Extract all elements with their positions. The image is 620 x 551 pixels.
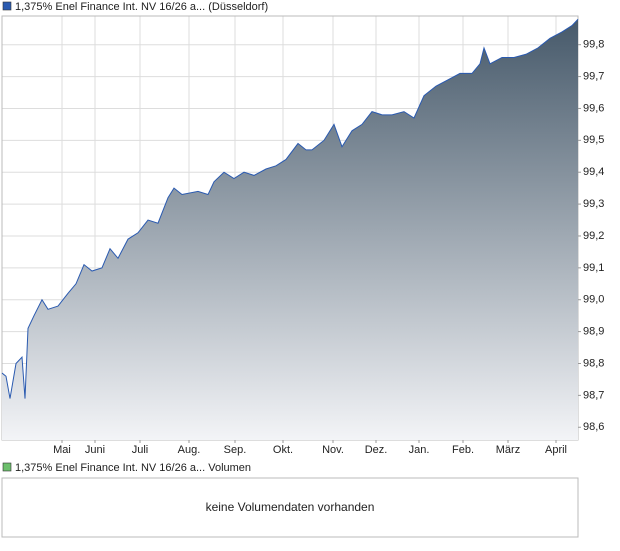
x-tick-label: März [496,444,520,456]
x-tick-label: Okt. [273,444,293,456]
area-fill [2,19,578,441]
x-tick-label: Dez. [365,444,388,456]
x-tick-label: Sep. [224,444,247,456]
y-tick-label: 98,7 [583,389,604,401]
y-tick-label: 99,7 [583,70,604,82]
x-tick-label: Juni [85,444,105,456]
y-tick-label: 99,0 [583,294,604,306]
chart-title: 1,375% Enel Finance Int. NV 16/26 a... (… [15,1,268,13]
x-tick-label: Juli [132,444,149,456]
volume-title: 1,375% Enel Finance Int. NV 16/26 a... V… [15,462,251,474]
x-tick-label: Feb. [452,444,474,456]
price-line [1,18,579,399]
y-tick-label: 99,4 [583,166,604,178]
x-tick-label: Aug. [178,444,201,456]
x-tick-label: April [545,444,567,456]
volume-frame [1,477,579,538]
y-tick-label: 99,1 [583,262,604,274]
y-tick-label: 99,5 [583,134,604,146]
y-tick-label: 98,8 [583,357,604,369]
volume-message: keine Volumendaten vorhanden [206,500,375,514]
x-tick-label: Jan. [409,444,430,456]
y-tick-label: 99,2 [583,230,604,242]
y-tick-label: 99,8 [583,39,604,51]
legend-swatch [2,1,12,11]
x-tick-label: Mai [53,444,71,456]
y-tick-label: 99,3 [583,198,604,210]
x-tick-label: Nov. [322,444,344,456]
y-tick-label: 99,6 [583,102,604,114]
y-tick-label: 98,9 [583,326,604,338]
legend-swatch [2,462,12,472]
y-tick-label: 98,6 [583,421,604,433]
